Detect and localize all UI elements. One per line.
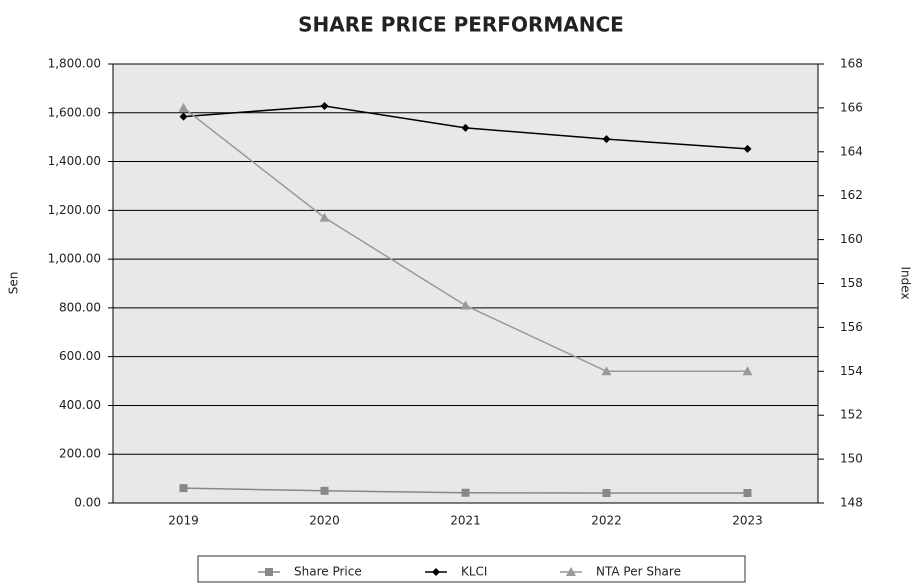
marker — [460, 300, 471, 310]
y-tick-label: 400.00 — [59, 398, 101, 412]
marker — [601, 366, 612, 376]
marker — [602, 489, 611, 498]
y-tick-label: 1,800.00 — [48, 57, 101, 71]
marker — [178, 102, 189, 112]
y2-tick-label: 168 — [840, 57, 863, 71]
y2-tick-label: 166 — [840, 100, 863, 114]
legend-label: Share Price — [294, 565, 362, 579]
y-tick-label: 600.00 — [59, 349, 101, 363]
marker — [743, 489, 752, 498]
y-tick-label: 1,600.00 — [48, 105, 101, 119]
marker — [566, 567, 576, 576]
y-tick-label: 800.00 — [59, 300, 101, 314]
marker — [461, 123, 470, 132]
y-tick-label: 1,200.00 — [48, 203, 101, 217]
marker — [320, 101, 329, 110]
y-tick-label: 0.00 — [74, 496, 101, 510]
marker — [320, 486, 329, 495]
y-axis-label: Sen — [7, 272, 21, 295]
marker — [461, 488, 470, 497]
y2-tick-label: 160 — [840, 232, 863, 246]
x-tick-label: 2022 — [591, 514, 622, 528]
x-tick-label: 2020 — [309, 514, 340, 528]
legend — [197, 555, 746, 583]
plot-area — [113, 64, 818, 503]
y-tick-label: 200.00 — [59, 447, 101, 461]
y2-tick-label: 152 — [840, 408, 863, 422]
y2-tick-label: 162 — [840, 188, 863, 202]
marker — [432, 568, 440, 576]
marker — [265, 568, 273, 576]
y2-tick-label: 150 — [840, 452, 863, 466]
x-tick-label: 2019 — [168, 514, 199, 528]
legend-label: NTA Per Share — [596, 565, 681, 579]
marker — [179, 112, 188, 121]
y-tick-label: 1,400.00 — [48, 154, 101, 168]
y2-tick-label: 164 — [840, 144, 863, 158]
legend-label: KLCI — [461, 565, 487, 579]
x-tick-label: 2023 — [732, 514, 763, 528]
y-tick-label: 1,000.00 — [48, 252, 101, 266]
marker — [602, 135, 611, 144]
y2-axis-label: Index — [899, 266, 913, 299]
marker — [179, 484, 188, 493]
y2-tick-label: 158 — [840, 276, 863, 290]
chart-title: SHARE PRICE PERFORMANCE — [298, 13, 624, 37]
marker — [742, 366, 753, 376]
x-tick-label: 2021 — [450, 514, 481, 528]
y2-tick-label: 156 — [840, 320, 863, 334]
marker — [319, 212, 330, 222]
y2-tick-label: 148 — [840, 496, 863, 510]
y2-tick-label: 154 — [840, 364, 863, 378]
marker — [743, 144, 752, 153]
